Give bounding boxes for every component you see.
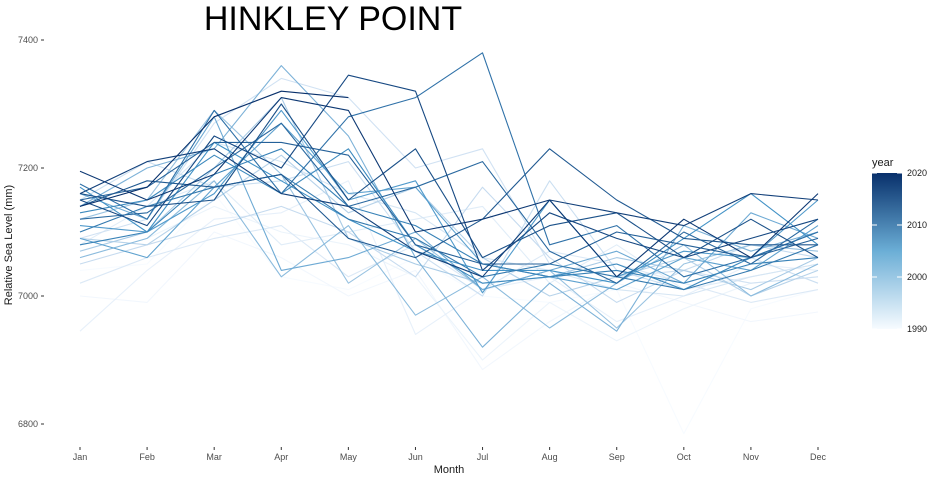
legend-title: year xyxy=(872,157,894,169)
y-axis: 6800 7000 7200 7400 xyxy=(18,35,44,429)
series-line-1996 xyxy=(79,141,819,297)
x-tick-label-jul: Jul xyxy=(477,452,489,462)
series-line-1994 xyxy=(79,180,819,291)
series-line-2008 xyxy=(79,141,819,284)
legend: year 1990 2000 2010 2020 xyxy=(872,157,927,334)
x-tick-label-feb: Feb xyxy=(139,452,155,462)
legend-label-2000: 2000 xyxy=(907,272,927,282)
y-tick-label-6800: 6800 xyxy=(18,419,38,429)
series-layer xyxy=(79,52,819,435)
series-line-2019 xyxy=(79,97,819,278)
series-line-2018 xyxy=(79,148,819,278)
x-axis-title: Month xyxy=(434,464,465,476)
legend-label-2020: 2020 xyxy=(907,168,927,178)
y-tick-label-7200: 7200 xyxy=(18,163,38,173)
x-tick-label-jan: Jan xyxy=(73,452,88,462)
y-axis-title: Relative Sea Level (mm) xyxy=(3,185,15,305)
series-line-1993 xyxy=(79,180,819,335)
x-tick-label-may: May xyxy=(340,452,358,462)
legend-label-1990: 1990 xyxy=(907,324,927,334)
series-line-1999 xyxy=(79,186,819,303)
series-line-1997 xyxy=(79,77,819,284)
series-line-2014 xyxy=(79,141,819,265)
series-line-2020 xyxy=(79,90,349,207)
series-line-2013 xyxy=(79,122,819,284)
series-line-2016 xyxy=(79,103,819,259)
series-line-2004 xyxy=(79,65,819,348)
series-line-1992 xyxy=(79,205,819,361)
x-tick-label-aug: Aug xyxy=(542,452,558,462)
legend-label-2010: 2010 xyxy=(907,220,927,230)
series-line-2002 xyxy=(79,109,819,329)
x-tick-label-apr: Apr xyxy=(274,452,288,462)
x-tick-label-oct: Oct xyxy=(677,452,692,462)
series-line-1991 xyxy=(79,231,819,371)
series-line-2000 xyxy=(79,154,819,297)
x-tick-label-sep: Sep xyxy=(609,452,625,462)
chart-title: HINKLEY POINT xyxy=(204,0,462,38)
series-line-2010 xyxy=(79,148,819,284)
x-tick-label-jun: Jun xyxy=(408,452,423,462)
series-line-2009 xyxy=(79,148,819,291)
legend-colorbar xyxy=(872,173,902,329)
y-tick-label-7400: 7400 xyxy=(18,35,38,45)
series-line-2015 xyxy=(79,148,818,259)
series-line-2011 xyxy=(79,173,819,291)
y-tick-label-7000: 7000 xyxy=(18,291,38,301)
series-line-2007 xyxy=(79,109,819,294)
x-tick-label-nov: Nov xyxy=(743,452,760,462)
x-tick-label-mar: Mar xyxy=(206,452,222,462)
x-tick-label-dec: Dec xyxy=(810,452,827,462)
series-line-1990 xyxy=(79,193,819,435)
x-axis: Jan Feb Mar Apr May Jun Jul Aug Sep Oct Nov Dec xyxy=(73,447,827,462)
legend-ticks: 1990 2000 2010 2020 xyxy=(872,168,927,334)
